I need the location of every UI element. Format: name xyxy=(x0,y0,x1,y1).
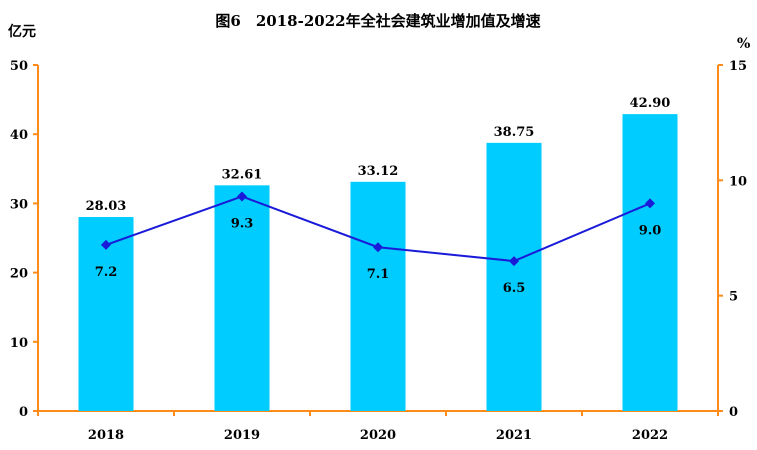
growth-rate-marker-2019 xyxy=(237,191,247,202)
growth-rate-label-2021: 6.5 xyxy=(503,281,526,296)
growth-rate-label-2020: 7.1 xyxy=(367,267,390,282)
bar-label-2018: 28.03 xyxy=(86,199,127,214)
left-tick-label-0: 0 xyxy=(19,405,28,420)
bar-2020 xyxy=(350,181,406,411)
x-tick-label-2019: 2019 xyxy=(224,428,260,443)
bars-layer xyxy=(78,114,678,411)
bar-label-2020: 33.12 xyxy=(358,164,399,179)
right-tick-label-0: 0 xyxy=(729,405,738,420)
x-tick-label-2020: 2020 xyxy=(360,428,396,443)
bar-label-2022: 42.90 xyxy=(630,96,671,111)
x-tick-label-2022: 2022 xyxy=(632,428,668,443)
axes-layer: 0 10 20 30 40 50 0 5 10 15 2018 2019 2020 2021 2022 xyxy=(10,59,747,443)
right-tick-label-15: 15 xyxy=(729,59,747,74)
right-axis-unit: % xyxy=(737,36,750,52)
left-tick-label-40: 40 xyxy=(10,128,28,143)
labels-layer: 28.03 32.61 33.12 38.75 42.90 7.2 9.3 7.1 6.5 9.0 xyxy=(86,96,671,296)
bar-2019 xyxy=(214,185,270,411)
line-layer xyxy=(101,191,655,267)
growth-rate-marker-2021 xyxy=(509,256,519,267)
bar-2022 xyxy=(622,114,678,411)
growth-rate-label-2018: 7.2 xyxy=(95,265,118,280)
left-axis-unit: 亿元 xyxy=(8,23,36,40)
right-tick-label-5: 5 xyxy=(729,290,738,305)
bar-label-2021: 38.75 xyxy=(494,125,535,140)
growth-rate-marker-2020 xyxy=(373,242,383,253)
left-tick-label-20: 20 xyxy=(10,267,28,282)
growth-rate-marker-2018 xyxy=(101,239,111,250)
x-tick-label-2021: 2021 xyxy=(496,428,532,443)
growth-rate-label-2022: 9.0 xyxy=(639,223,662,238)
left-tick-label-50: 50 xyxy=(10,59,28,74)
x-tick-label-2018: 2018 xyxy=(88,428,124,443)
left-tick-label-10: 10 xyxy=(10,336,28,351)
growth-rate-label-2019: 9.3 xyxy=(231,216,254,231)
growth-rate-marker-2022 xyxy=(645,198,655,209)
right-tick-label-10: 10 xyxy=(729,174,747,189)
bar-label-2019: 32.61 xyxy=(222,167,263,182)
bar-2021 xyxy=(486,142,542,411)
left-tick-label-30: 30 xyxy=(10,197,28,212)
chart-title: 图6 2018-2022年全社会建筑业增加值及增速 xyxy=(215,12,540,30)
